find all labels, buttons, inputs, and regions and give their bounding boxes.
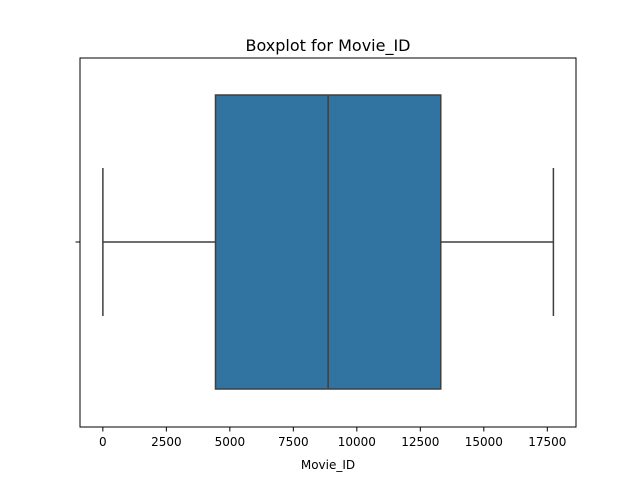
x-tick-label: 5000 [215, 435, 246, 449]
x-tick-label: 0 [99, 435, 107, 449]
x-tick-label: 2500 [151, 435, 182, 449]
x-tick-label: 17500 [528, 435, 566, 449]
x-axis-label: Movie_ID [301, 458, 355, 472]
x-tick-label: 12500 [401, 435, 439, 449]
plot-area: 0 2500 5000 7500 10000 12500 15000 17500 [75, 57, 577, 449]
chart-title: Boxplot for Movie_ID [246, 36, 411, 56]
x-tick-label: 10000 [338, 435, 376, 449]
x-tick-label: 15000 [465, 435, 503, 449]
x-tick-label: 7500 [278, 435, 309, 449]
